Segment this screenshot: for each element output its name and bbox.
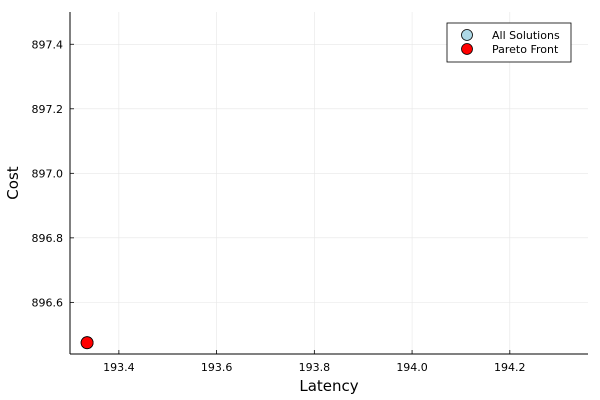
x-ticks: 193.4 193.6 193.8 194.0 194.2 xyxy=(103,350,526,374)
y-ticks: 896.6 896.8 897.0 897.2 897.4 xyxy=(32,38,74,309)
y-tick-label: 896.8 xyxy=(32,232,64,245)
data-points xyxy=(80,336,94,350)
x-tick-label: 193.4 xyxy=(103,361,135,374)
axes xyxy=(69,12,588,355)
y-tick-label: 897.0 xyxy=(32,167,64,180)
data-point-pareto-front xyxy=(80,336,94,350)
x-tick-label: 193.8 xyxy=(299,361,331,374)
y-tick-label: 897.4 xyxy=(32,38,64,51)
x-tick-label: 194.2 xyxy=(494,361,526,374)
legend: All Solutions Pareto Front xyxy=(446,22,572,63)
y-tick-label: 896.6 xyxy=(32,296,64,309)
x-tick-label: 194.0 xyxy=(396,361,428,374)
legend-label-all-solutions: All Solutions xyxy=(492,29,560,42)
y-tick-label: 897.2 xyxy=(32,103,64,116)
legend-marker-all-solutions xyxy=(461,29,473,41)
legend-label-pareto-front: Pareto Front xyxy=(492,43,559,56)
x-axis-label: Latency xyxy=(299,377,358,395)
x-tick-label: 193.6 xyxy=(201,361,233,374)
y-axis-label: Cost xyxy=(4,166,22,199)
legend-marker-pareto-front xyxy=(461,43,473,55)
